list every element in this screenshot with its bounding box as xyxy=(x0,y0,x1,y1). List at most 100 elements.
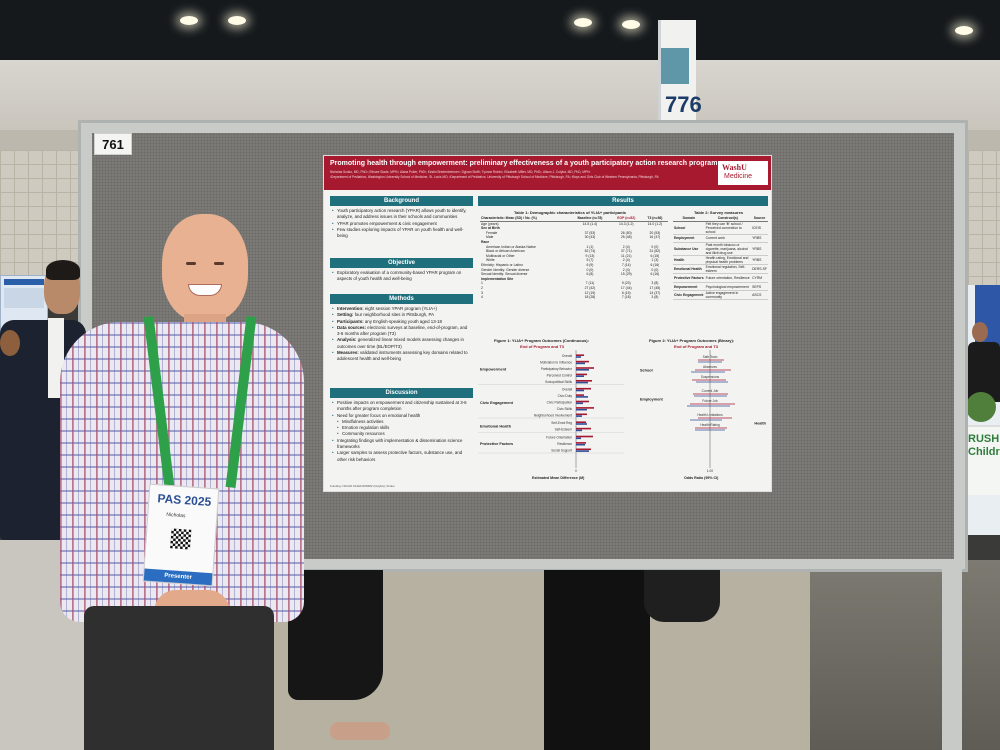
table1-cell: 0 (0) xyxy=(651,244,659,249)
table1-cell: 30 (43) xyxy=(584,235,596,240)
table1-cell: 0 (0) xyxy=(651,267,659,272)
methods-label: Intervention: xyxy=(337,306,364,311)
badge-name: Nicholas xyxy=(166,511,186,520)
table2-row: Employment Current work YRBS xyxy=(673,234,768,244)
table1-cell: Gender Identity: Gender diverse xyxy=(481,267,530,272)
figure2-item-label: Current Job xyxy=(702,389,719,393)
table1-cell: 37 (53) xyxy=(584,230,596,235)
table2-cell: Future orientation, Resilience xyxy=(704,273,752,283)
demographics-table: Characteristic: Mean (SD) / No. (%) Base… xyxy=(480,216,668,300)
table1-title: Table 1: Demographic characteristics of … xyxy=(514,210,626,215)
discussion-bullet: Need for greater focus on emotional heal… xyxy=(332,413,472,420)
figure1-bar-eop xyxy=(576,413,587,416)
ceiling-light xyxy=(574,18,592,27)
table1-cell: 20 (53) xyxy=(649,230,661,235)
ceiling-light xyxy=(622,20,640,29)
table1-cell: 7 (18) xyxy=(621,295,631,300)
affiliations: ¹Department of Pediatrics, Washington Un… xyxy=(330,174,659,179)
table1-cell: 1 xyxy=(481,281,483,286)
figure2-item-label: Safe Town xyxy=(703,355,718,359)
table1-cell: 37 (71) xyxy=(620,249,632,254)
table1-row: Sex at Birth xyxy=(480,226,668,231)
author-list: Nicholas Szoko, MD, PhD¹; Elinore Slade,… xyxy=(330,170,591,174)
methods-item: Data sources: electronic surveys at base… xyxy=(332,325,472,338)
background-person xyxy=(0,330,20,360)
methods-item: Analysis: generalized linear mixed model… xyxy=(332,337,472,350)
discussion-bullet: Larger samples to assess protective fact… xyxy=(332,450,472,463)
person-behind-board xyxy=(544,570,650,750)
figure1-item-label: Future Orientation xyxy=(546,436,572,440)
figure1-bar-eop xyxy=(576,387,591,390)
table1-cell: Implementation Site xyxy=(481,276,514,281)
methods-item: Measures: validated instruments assessin… xyxy=(332,350,472,363)
figure1-bar-t3 xyxy=(576,356,581,358)
badge-event: PAS 2025 xyxy=(157,491,212,510)
table2-cell: Past month tobacco or cigarette, marijua… xyxy=(704,242,752,257)
table1-cell: 1 (3) xyxy=(651,258,659,263)
figure1-bar-t3 xyxy=(576,408,587,411)
figure1-group-label: Protective Factors xyxy=(480,442,513,446)
figure1-bar-eop xyxy=(576,427,591,430)
background-sign-text: RUSH Childr xyxy=(968,433,1000,458)
background-heading: Background xyxy=(330,196,473,206)
board-number: 761 xyxy=(94,133,132,155)
table1-cell: 25 (48) xyxy=(620,235,632,240)
table1-cell: 7 (11) xyxy=(585,281,595,286)
presenter-eye xyxy=(214,262,224,265)
figure1-bar-t3 xyxy=(576,402,583,405)
tile-wall xyxy=(968,150,1000,290)
background-person xyxy=(968,320,1000,420)
funding-note: Funding: NICHD K12HD105282 (Culyba); Szo… xyxy=(330,484,395,488)
table2-cell: CYRM xyxy=(751,273,768,283)
table1-cell: 2 (4) xyxy=(622,244,630,249)
table1-cell: 17 (44) xyxy=(620,285,632,290)
table1-cell: Female xyxy=(486,230,498,235)
table1-row: Age (years) 14.5 (1.4) 14.3 (1.2) 14.0 (1.2… xyxy=(480,221,668,226)
methods-label: Data sources: xyxy=(337,324,367,330)
table1-cell: American Indian or Alaska Native xyxy=(486,244,536,249)
table1-cell: 0 (0) xyxy=(586,267,594,272)
washu-logo: WashU Medicine xyxy=(718,161,768,185)
table2-cell: Felt they can 'fit' school / Perceived c… xyxy=(704,221,752,235)
table1-cell: 4 xyxy=(481,295,483,300)
figure1-bar-t3 xyxy=(576,443,585,446)
figure1-bar-t3 xyxy=(576,450,589,452)
table2-cell: Substance Use xyxy=(673,242,705,257)
table1-cell: 3 (8) xyxy=(651,281,659,286)
figure1-item-label: Sociopolitical Skills xyxy=(545,380,572,384)
objective-list: Exploratory evaluation of a community-ba… xyxy=(332,270,472,283)
table1-row: 1 7 (11) 9 (23) 3 (8) xyxy=(480,281,668,286)
discussion-bullet: Mindfulness activities xyxy=(337,419,472,426)
table1-cell: 6 (9) xyxy=(586,262,594,267)
poster-authors: Nicholas Szoko, MD, PhD¹; Elinore Slade,… xyxy=(330,170,700,179)
objective-heading: Objective xyxy=(330,258,473,268)
table2-row: School Felt they can 'fit' school / Perce… xyxy=(673,221,768,235)
figure1-bar-t3 xyxy=(576,437,581,440)
table1-cell: 9 (23) xyxy=(621,281,631,286)
figure1-bar-eop xyxy=(576,354,584,356)
table1-cell: 2 (4) xyxy=(622,267,630,272)
table2-cell: Health rating, Emotional and physical he… xyxy=(704,255,752,266)
figure1-bar-t3 xyxy=(576,396,588,398)
table1-cell: 2 (4) xyxy=(622,258,630,263)
table2-cell: SEPS xyxy=(751,282,768,292)
figure1-bar-eop xyxy=(576,380,592,382)
table1-cell: Multiracial or Other xyxy=(486,253,515,258)
methods-label: Measures: xyxy=(337,350,359,356)
table2-cell: Health xyxy=(673,255,705,266)
table1-cell: 16 (47) xyxy=(649,235,661,240)
table1-header: T3 (n=36) xyxy=(641,216,668,222)
background-bullet: Few studies exploring impacts of YPAR on… xyxy=(332,227,472,240)
upper-wall xyxy=(0,60,1000,130)
ceiling-light xyxy=(955,26,973,35)
table1-row: American Indian or Alaska Native 1 (1) 2 (… xyxy=(480,245,668,250)
figure1-item-label: Self-Esteem xyxy=(555,428,573,432)
figure1-bar-eop xyxy=(576,394,584,396)
table2-row: Health Health rating, Emotional and physi… xyxy=(673,255,768,266)
figure2-item-label: Suspensions xyxy=(701,375,720,379)
table1-cell: 31 (82) xyxy=(649,249,661,254)
table2-cell: ICEIS xyxy=(751,221,768,235)
figure2-title: Figure 2: YLIA+ Program Outcomes (Binary… xyxy=(649,338,735,343)
figure1-group-label: Civic Engagement xyxy=(480,401,514,405)
table2-cell: Emotional regulation, Self-esteem xyxy=(704,264,752,275)
